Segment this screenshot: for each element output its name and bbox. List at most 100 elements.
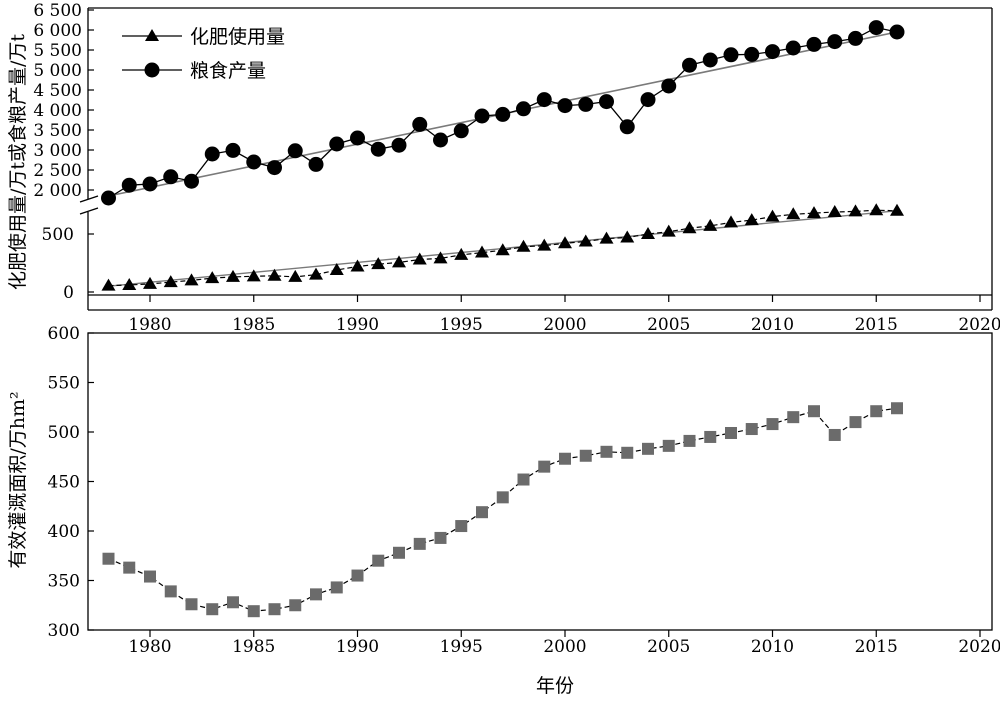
grain-point xyxy=(329,136,345,152)
fertilizer-point xyxy=(288,269,303,282)
grain-point xyxy=(723,47,739,63)
bottom-chart-series xyxy=(102,402,903,618)
grain-point xyxy=(765,44,780,60)
top-y-tick-label: 4 500 xyxy=(33,81,82,101)
irrigation-point xyxy=(144,570,156,583)
irrigation-point xyxy=(538,460,551,473)
irrigation-point xyxy=(828,428,841,441)
grain-point xyxy=(246,154,262,170)
bottom-x-tick-label: 1990 xyxy=(336,637,379,657)
irrigation-point xyxy=(745,423,758,436)
irrigation-point xyxy=(351,569,364,582)
fertilizer-point xyxy=(744,213,759,226)
bottom-chart-panel: 600 550 500 450 400 350 300 1980 1985 1990 1995 200… xyxy=(7,324,1000,697)
top-y-tick-label: 0 xyxy=(63,283,74,303)
grain-point xyxy=(599,94,614,110)
grain-point xyxy=(868,20,884,36)
fertilizer-point xyxy=(122,278,137,291)
grain-point xyxy=(163,169,179,185)
grain-point xyxy=(744,46,760,62)
top-y-tick-label: 6 500 xyxy=(33,1,82,21)
irrigation-series-line xyxy=(108,407,898,612)
grain-point xyxy=(101,190,116,206)
bottom-y-tick-label: 600 xyxy=(48,324,80,344)
grain-point xyxy=(889,24,905,40)
fertilizer-point xyxy=(703,218,718,231)
grain-point xyxy=(225,142,241,158)
fertilizer-point xyxy=(641,227,655,239)
fertilizer-point xyxy=(890,203,904,216)
irrigation-point xyxy=(579,449,592,462)
bottom-x-tick-label: 1985 xyxy=(232,637,275,657)
top-y-tick-label: 5 500 xyxy=(33,41,82,61)
fertilizer-point xyxy=(412,252,427,265)
legend-triangle-icon xyxy=(145,29,159,41)
top-x-tick-label: 1990 xyxy=(336,315,379,335)
grain-point xyxy=(806,36,822,52)
fertilizer-point xyxy=(661,224,676,237)
bottom-frame xyxy=(87,332,993,631)
irrigation-point xyxy=(164,585,177,598)
fertilizer-point xyxy=(329,262,344,275)
top-chart-axes xyxy=(79,7,993,311)
grain-point xyxy=(702,52,718,68)
grain-point xyxy=(516,101,531,117)
legend-fertilizer-label: 化肥使用量 xyxy=(190,26,285,48)
grain-point xyxy=(287,143,303,159)
fertilizer-point xyxy=(101,278,116,291)
bottom-x-tick-label: 2015 xyxy=(855,637,898,657)
irrigation-point xyxy=(102,552,115,565)
bottom-y-tick-label: 400 xyxy=(48,522,80,542)
irrigation-point xyxy=(683,434,696,447)
fertilizer-point xyxy=(371,257,386,270)
irrigation-point xyxy=(559,452,571,465)
top-x-tick-label: 2010 xyxy=(751,315,794,335)
top-y-tick-label: 500 xyxy=(42,225,74,245)
bottom-chart-tick-labels: 600 550 500 450 400 350 300 1980 1985 1990 1995 200… xyxy=(48,324,1000,657)
grain-point xyxy=(350,130,365,146)
grain-point xyxy=(557,98,573,114)
fertilizer-point xyxy=(537,238,552,251)
irrigation-point xyxy=(393,546,405,559)
fertilizer-point xyxy=(516,239,531,252)
irrigation-point xyxy=(766,418,779,431)
irrigation-point xyxy=(870,405,883,418)
irrigation-point xyxy=(289,599,302,612)
top-x-tick-label: 2015 xyxy=(855,315,898,335)
bottom-y-tick-label: 550 xyxy=(48,374,80,394)
fertilizer-point xyxy=(682,221,697,234)
irrigation-point xyxy=(413,537,426,550)
irrigation-point xyxy=(642,442,654,455)
fertilizer-point xyxy=(143,276,157,289)
grain-point xyxy=(121,177,137,193)
grain-point xyxy=(640,92,656,108)
grain-point xyxy=(267,160,282,176)
fertilizer-point xyxy=(392,255,406,268)
top-x-tick-label: 1985 xyxy=(232,315,275,335)
top-x-tick-label: 1980 xyxy=(128,315,171,335)
grain-point xyxy=(391,137,407,153)
fertilizer-point xyxy=(827,204,842,217)
top-x-tick-label: 1995 xyxy=(440,315,483,335)
top-y-tick-label: 2 500 xyxy=(33,161,82,181)
fertilizer-point xyxy=(267,268,282,281)
grain-point xyxy=(619,119,635,135)
fertilizer-point xyxy=(163,275,178,288)
grain-point xyxy=(204,146,220,162)
irrigation-point xyxy=(496,491,509,504)
fertilizer-point xyxy=(765,209,780,222)
fertilizer-point xyxy=(599,231,614,244)
irrigation-point xyxy=(891,402,903,415)
fertilizer-point xyxy=(620,230,635,243)
fertilizer-point xyxy=(205,271,220,284)
irrigation-point xyxy=(247,605,260,618)
legend-grain-label: 粮食产量 xyxy=(190,60,266,82)
grain-point xyxy=(474,108,490,124)
grain-point xyxy=(453,123,469,139)
grain-point xyxy=(536,92,552,108)
fertilizer-point xyxy=(848,204,863,217)
top-y-tick-label: 2 000 xyxy=(33,181,82,201)
